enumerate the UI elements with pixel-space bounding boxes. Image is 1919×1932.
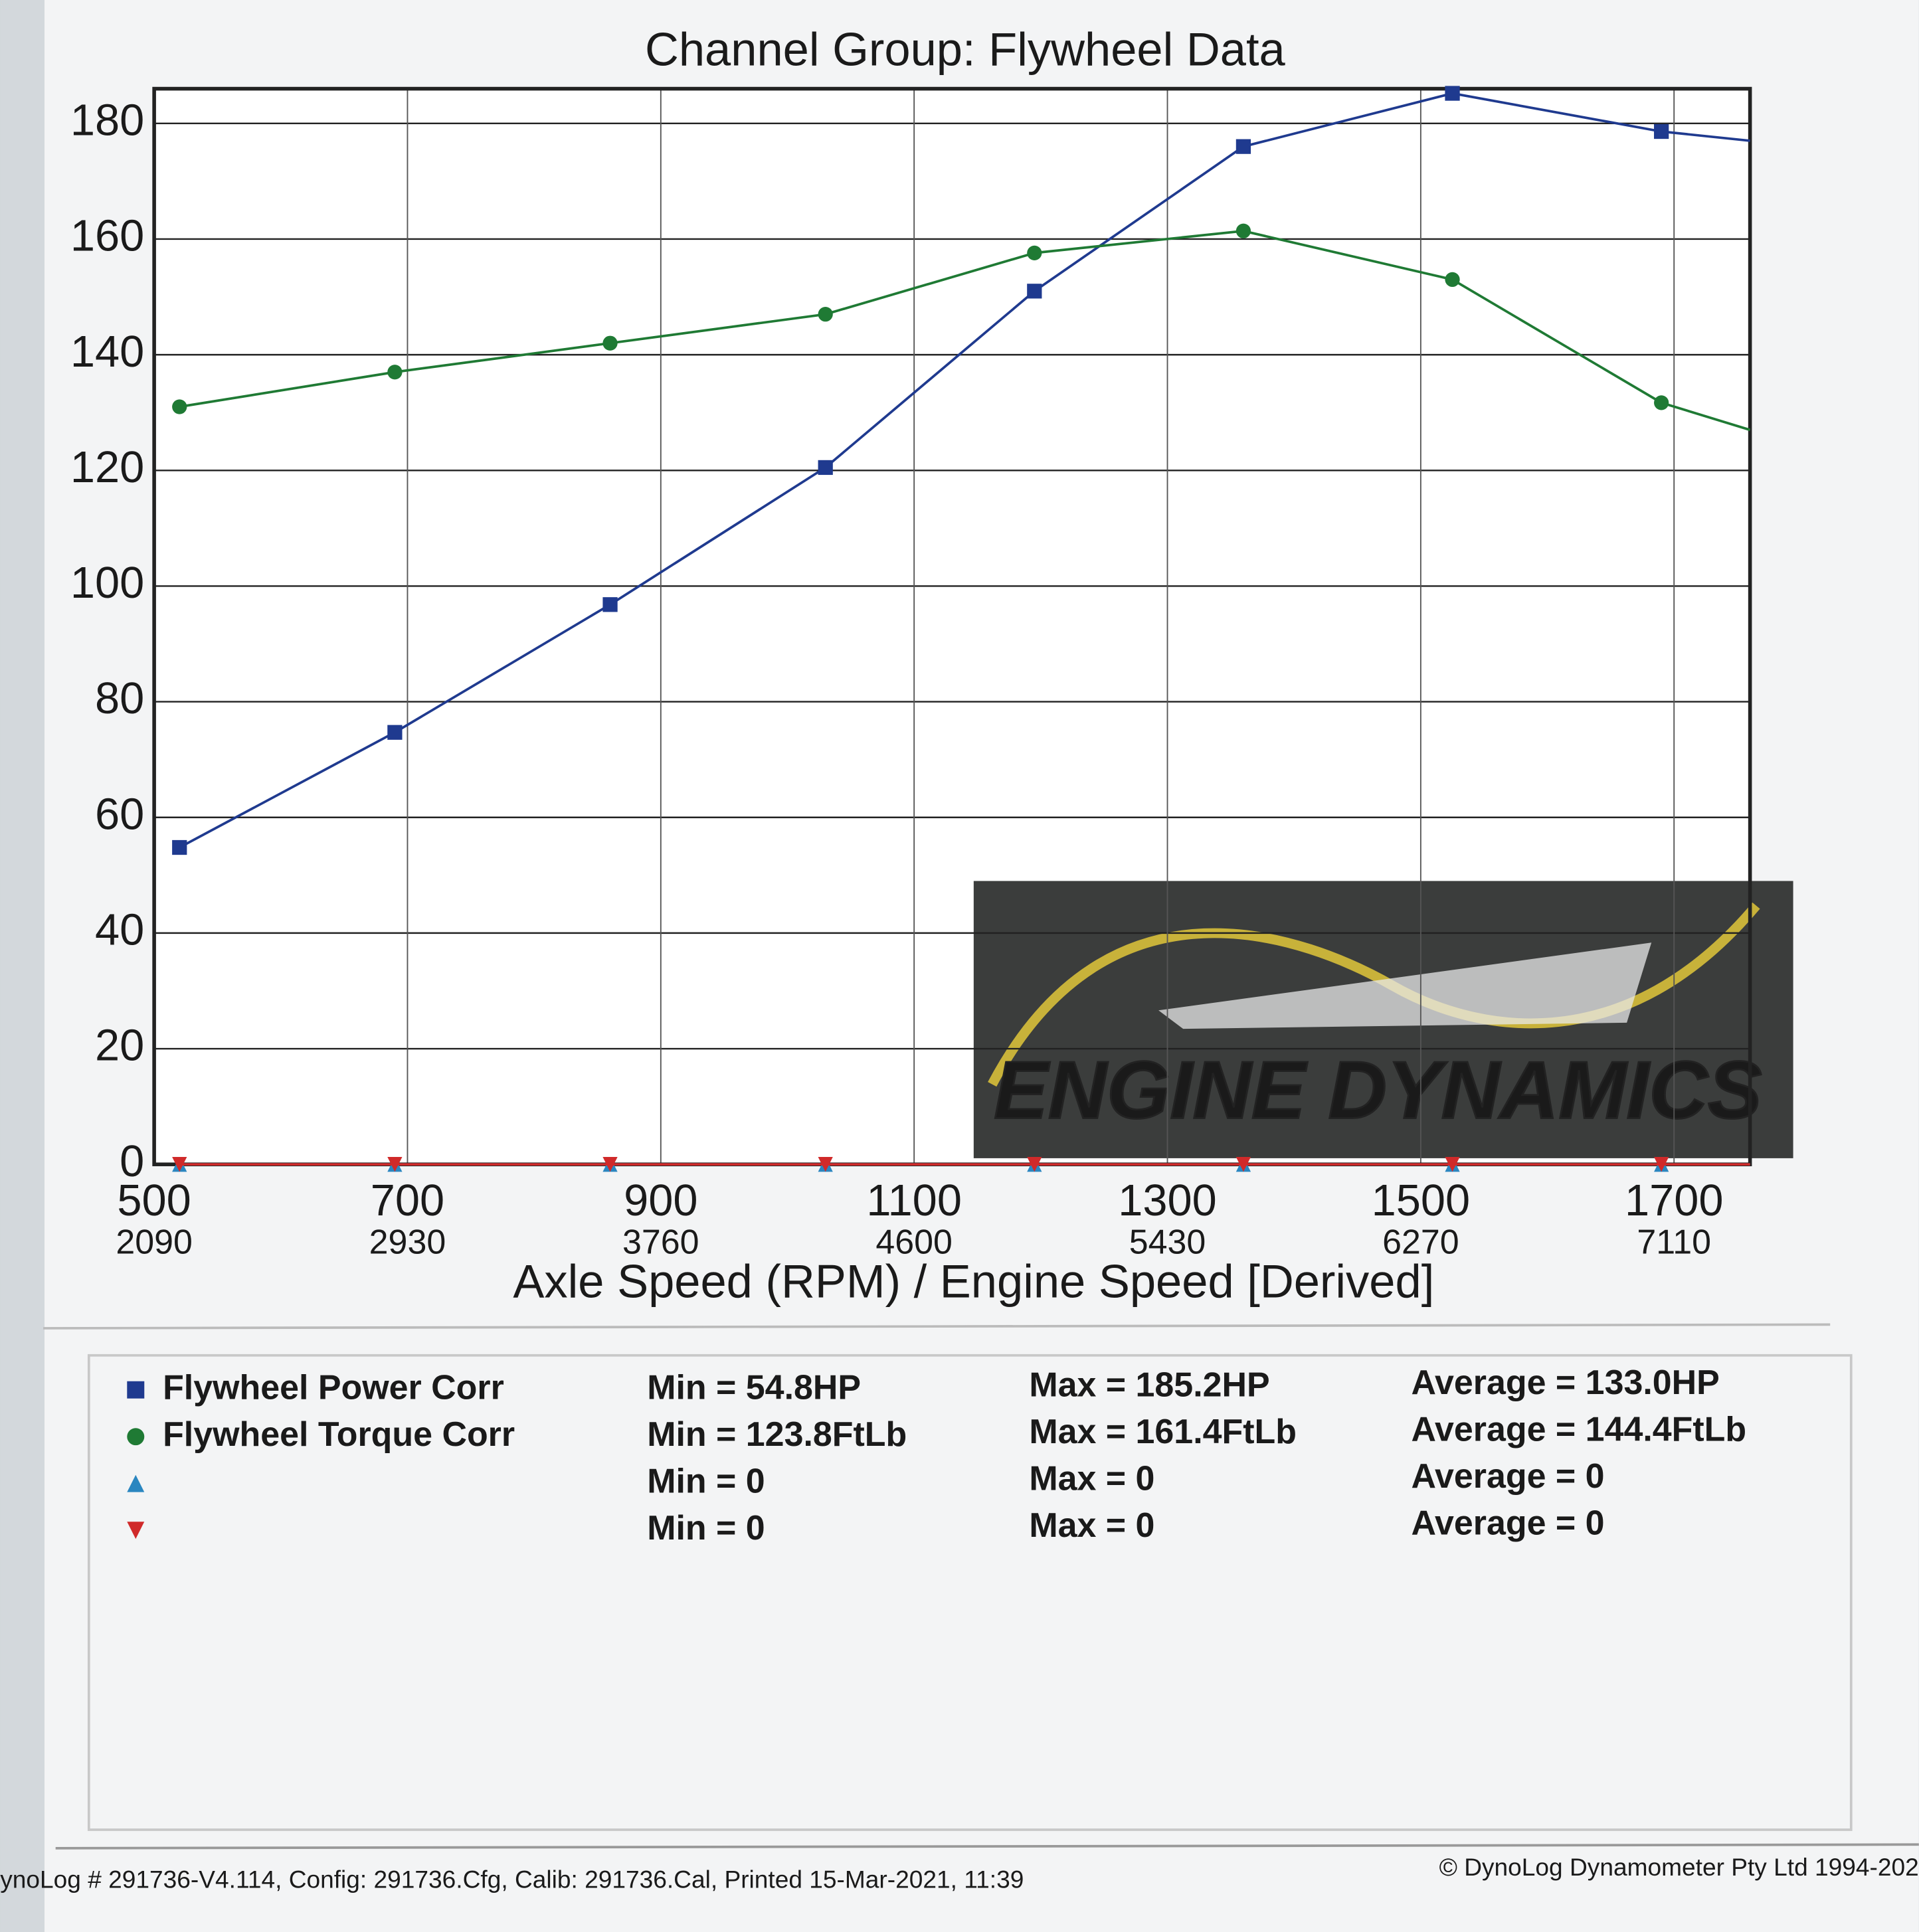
marker [602,597,618,612]
legend-box [87,1354,1853,1831]
legend-stat: Min = 54.8HP [647,1368,861,1407]
x-tick-label: 1300 [1118,1176,1217,1225]
y-tick-label: 20 [95,1021,144,1071]
marker [818,307,833,322]
x-tick-label: 900 [624,1176,697,1225]
marker [818,1157,833,1172]
y-tick-label: 80 [95,674,144,723]
footer-right: © DynoLog Dynamometer Pty Ltd 1994-202 [1439,1853,1919,1881]
y-tick-label: 120 [70,443,144,492]
marker [1027,1157,1042,1172]
y-tick-label: 140 [70,327,144,377]
legend-stat: Average = 144.4FtLb [1411,1410,1746,1449]
x-tick-label-engine: 2090 [116,1223,193,1262]
logo-text: ENGINE DYNAMICS [994,1044,1762,1135]
x-tick-label-engine: 6270 [1382,1223,1459,1262]
x-tick-label: 1700 [1625,1176,1724,1225]
marker [1654,124,1669,139]
legend-label: Flywheel Power Corr [163,1368,504,1407]
marker [1235,223,1251,238]
marker [127,1428,145,1446]
legend-stat: Min = 0 [647,1462,765,1500]
x-tick-label: 1500 [1372,1176,1471,1225]
marker [1654,395,1669,410]
footer-left: ynoLog # 291736-V4.114, Config: 291736.C… [0,1866,1024,1893]
y-tick-label: 40 [95,906,144,955]
legend-stat: Min = 0 [647,1509,765,1547]
legend-stat: Average = 0 [1411,1457,1604,1496]
x-tick-label: 500 [117,1176,191,1225]
legend-stat: Average = 0 [1411,1504,1604,1542]
legend-stat: Max = 185.2HP [1029,1366,1269,1405]
legend-label: Flywheel Torque Corr [163,1415,515,1454]
marker [1235,139,1251,154]
marker [1027,284,1042,299]
footer-rule [55,1843,1919,1850]
y-tick-label: 100 [70,559,144,608]
marker [602,335,618,351]
legend-stat: Max = 161.4FtLb [1029,1413,1297,1451]
marker [387,1157,403,1172]
x-tick-label-engine: 7110 [1637,1223,1711,1262]
marker [172,1157,187,1172]
x-axis-label: Axle Speed (RPM) / Engine Speed [Derived… [513,1255,1434,1308]
marker [387,725,403,740]
marker [1445,1157,1460,1172]
x-tick-label-engine: 5430 [1129,1223,1206,1262]
marker [127,1474,145,1492]
x-tick-label: 700 [371,1176,444,1225]
legend-stat: Max = 0 [1029,1460,1154,1498]
marker [1445,272,1460,288]
marker [1027,245,1042,261]
marker [127,1522,145,1539]
marker [172,839,187,855]
marker [1445,86,1460,101]
marker [1654,1157,1669,1172]
y-tick-label: 160 [70,212,144,261]
marker [1235,1157,1251,1172]
x-tick-label: 1100 [866,1176,962,1225]
legend-stat: Min = 123.8FtLb [647,1415,907,1454]
marker [172,399,187,414]
legend-stat: Max = 0 [1029,1506,1154,1545]
marker [602,1157,618,1172]
y-tick-label: 180 [70,96,144,145]
marker [387,365,403,380]
x-tick-label-engine: 3760 [622,1223,699,1262]
marker [127,1381,145,1399]
x-tick-label-engine: 2930 [369,1223,446,1262]
y-tick-label: 0 [120,1137,144,1186]
y-tick-label: 60 [95,790,144,839]
legend-stat: Average = 133.0HP [1411,1363,1719,1402]
marker [818,460,833,476]
x-tick-label-engine: 4600 [875,1223,953,1262]
separator [43,1323,1831,1330]
logo-flag [1158,942,1652,1029]
chart-title: Channel Group: Flywheel Data [645,23,1286,75]
